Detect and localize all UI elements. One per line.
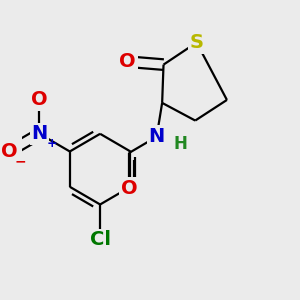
Text: Cl: Cl [90,230,111,249]
Text: O: O [119,52,136,71]
Text: O: O [1,142,17,161]
Text: H: H [173,135,187,153]
Text: −: − [14,155,26,169]
Text: O: O [121,179,137,198]
Text: N: N [31,124,48,143]
Text: N: N [148,127,165,146]
Text: S: S [190,33,204,52]
Text: O: O [31,90,48,110]
Text: +: + [46,137,57,150]
